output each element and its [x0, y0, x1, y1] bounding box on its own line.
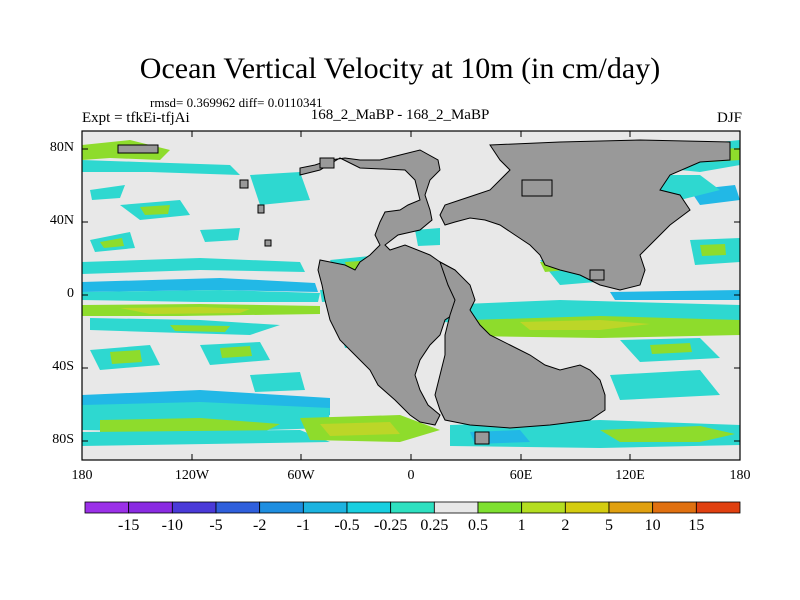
land-island	[264, 239, 272, 247]
colorbar-bin	[521, 501, 566, 514]
lon-tick-label: 60E	[509, 468, 533, 483]
colorbar-bin	[84, 501, 130, 514]
colorbar-bin	[652, 501, 697, 514]
cyan-patch	[200, 228, 240, 242]
green-patch	[170, 325, 230, 332]
cyan-patch	[610, 370, 720, 400]
cyan-patch	[250, 372, 305, 392]
colorbar-label: 5	[605, 517, 613, 534]
land-southern	[434, 260, 606, 429]
olive-band	[320, 422, 400, 436]
cyan-band	[82, 430, 330, 446]
cyan-patch	[250, 172, 310, 205]
center-label: 168_2_MaBP - 168_2_MaBP	[310, 107, 490, 123]
lon-tick-label: 180	[729, 468, 751, 483]
colorbar-bin	[259, 501, 304, 514]
land-island	[589, 269, 605, 281]
colorbar-bin	[433, 501, 479, 514]
colorbar-label: -10	[161, 517, 183, 534]
colorbar-label: 1	[517, 517, 526, 534]
experiment-label: Expt = tfkEi-tfjAi	[82, 110, 190, 126]
land-island	[257, 204, 265, 214]
land-island	[521, 179, 553, 197]
colorbar-bin	[564, 501, 610, 514]
stats-label: rmsd= 0.369962 diff= 0.0110341	[150, 95, 323, 110]
colorbar-label: -5	[209, 517, 223, 534]
colorbar-bin	[695, 501, 741, 514]
cyan-patch	[415, 228, 440, 246]
lon-tick-label: 120E	[615, 468, 645, 483]
colorbar-label: 15	[688, 517, 705, 534]
green-patch	[700, 244, 726, 256]
land-island	[239, 179, 249, 189]
green-patch	[100, 238, 124, 248]
colorbar-label: -1	[296, 517, 310, 534]
colorbar-bin	[608, 501, 654, 514]
land-island	[117, 144, 159, 154]
colorbar-label: 2	[561, 517, 570, 534]
green-patch	[220, 346, 252, 358]
colorbar-label: -0.5	[334, 517, 360, 534]
land-island	[474, 431, 490, 445]
cyan-band	[82, 160, 240, 175]
green-patch	[140, 205, 170, 215]
lon-tick-label: 0	[407, 468, 415, 483]
lon-tick-label: 180	[71, 468, 93, 483]
colorbar-label: 0.5	[468, 517, 488, 534]
colorbar-bin	[390, 501, 435, 514]
olive-band	[120, 307, 250, 314]
plot-title: Ocean Vertical Velocity at 10m (in cm/da…	[139, 52, 661, 85]
green-patch	[110, 350, 142, 364]
cyan-patch	[90, 185, 125, 200]
lat-tick-label: 40N	[49, 213, 74, 228]
blue-band	[82, 278, 318, 292]
colorbar-label: 0.25	[420, 517, 449, 534]
colorbar-bin	[477, 501, 523, 514]
colorbar	[84, 501, 741, 514]
lon-tick-label: 120W	[174, 468, 210, 483]
lat-tick-label: 80N	[49, 140, 74, 155]
lat-tick-label: 80S	[52, 432, 74, 447]
lat-tick-label: 0	[67, 286, 74, 301]
season-label: DJF	[716, 110, 742, 126]
lat-tick-label: 40S	[52, 359, 74, 374]
land-island	[319, 157, 335, 169]
land-masses	[117, 139, 731, 445]
tick-marks	[82, 131, 740, 460]
blue-band	[610, 290, 740, 300]
cyan-band	[82, 258, 305, 274]
green-patch	[650, 343, 692, 354]
colorbar-bin	[171, 501, 217, 514]
colorbar-bin	[302, 501, 348, 514]
green-band	[600, 426, 735, 442]
colorbar-label: -15	[117, 517, 140, 534]
land-americas	[299, 149, 471, 426]
colorbar-label: -2	[252, 517, 267, 534]
colorbar-bin	[346, 501, 392, 514]
velocity-field	[82, 140, 740, 448]
colorbar-bin	[215, 501, 261, 514]
colorbar-label: 10	[644, 517, 661, 534]
lon-tick-label: 60W	[287, 468, 315, 483]
colorbar-label: -0.25	[373, 517, 408, 534]
land-eurasia	[439, 139, 731, 291]
olive-band	[520, 320, 650, 330]
colorbar-bin	[128, 501, 173, 514]
cyan-band	[82, 290, 320, 302]
